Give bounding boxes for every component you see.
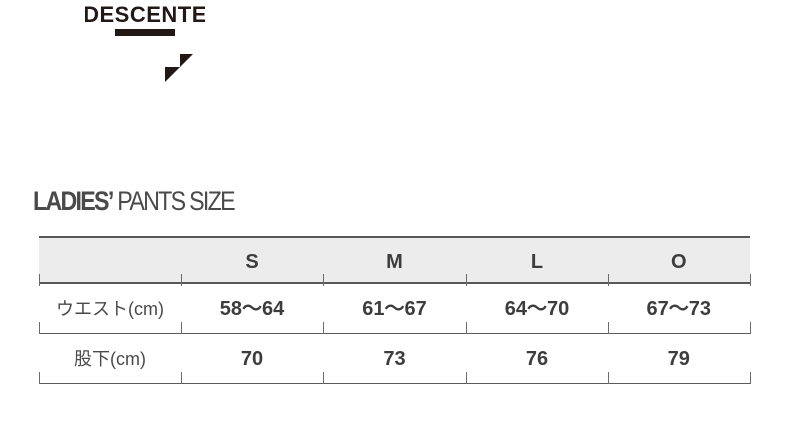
svg-text:DESCENTE: DESCENTE (85, 2, 205, 27)
